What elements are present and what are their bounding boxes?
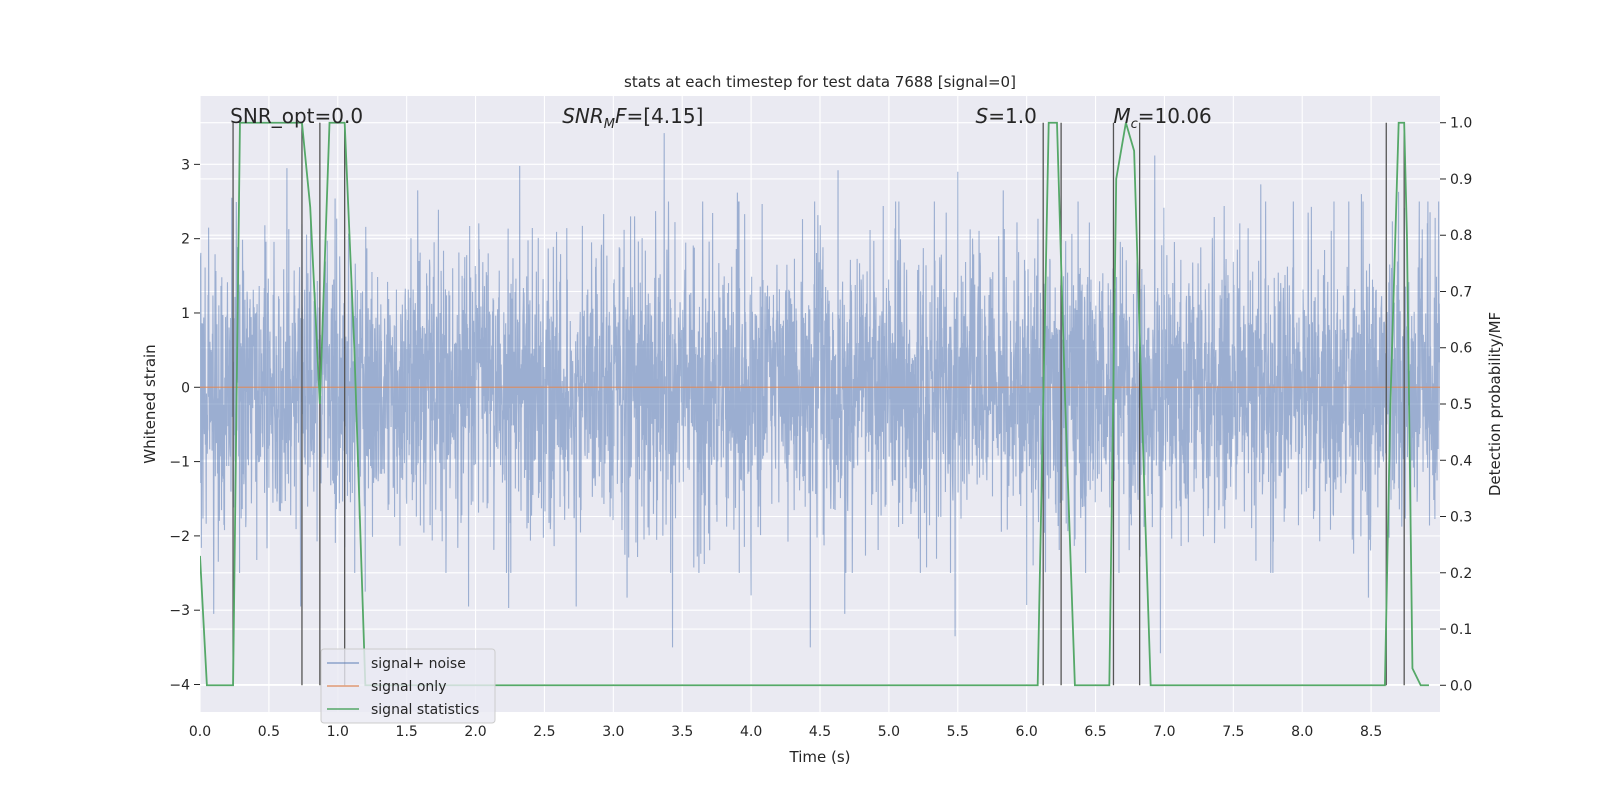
legend-box	[320, 648, 496, 724]
y-axis-right-ticks: 1.0 0.9 0.8 0.7 0.6 0.5 0.4 0.3 0.2 0.1 0.0	[1440, 116, 1472, 694]
x-tick-label: 4.0	[740, 724, 762, 740]
y-left-tick-label: 3	[181, 157, 190, 173]
y-axis-right-label: Detection probability/MF	[1486, 312, 1504, 496]
legend: signal+ noise signal only signal statist…	[320, 648, 496, 724]
x-tick-label: 0.5	[258, 724, 280, 740]
y-left-tick-label: −2	[169, 529, 190, 545]
legend-label-signal-statistics: signal statistics	[371, 702, 479, 718]
chart-title: stats at each timestep for test data 768…	[624, 73, 1016, 91]
x-tick-label: 0.0	[189, 724, 211, 740]
x-tick-label: 5.5	[947, 724, 969, 740]
series-signal-plus-noise	[200, 133, 1440, 654]
x-tick-label: 4.5	[809, 724, 831, 740]
x-tick-label: 8.5	[1360, 724, 1382, 740]
annotation-snr-mf: SNRMF=[4.15]	[562, 104, 703, 132]
y-right-tick-label: 0.9	[1450, 172, 1472, 188]
legend-label-signal-plus-noise: signal+ noise	[371, 656, 466, 672]
x-tick-label: 1.0	[327, 724, 349, 740]
y-left-tick-label: 1	[181, 306, 190, 322]
annotations: SNR_opt=0.0 SNRMF=[4.15] S=1.0 Mc=10.06	[230, 104, 1212, 132]
annotation-snr-opt: SNR_opt=0.0	[230, 104, 363, 128]
legend-label-signal-only: signal only	[371, 679, 446, 695]
y-right-tick-label: 1.0	[1450, 116, 1472, 132]
x-tick-label: 7.0	[1153, 724, 1175, 740]
y-left-tick-label: −1	[169, 455, 190, 471]
y-left-tick-label: −3	[169, 603, 190, 619]
series-signal-statistics	[200, 121, 1429, 687]
y-right-tick-label: 0.7	[1450, 284, 1472, 300]
x-tick-label: 2.0	[464, 724, 486, 740]
annotation-chirp-mass: Mc=10.06	[1113, 104, 1211, 132]
x-axis-label: Time (s)	[789, 748, 851, 766]
y-right-tick-label: 0.5	[1450, 397, 1472, 413]
x-tick-label: 7.5	[1222, 724, 1244, 740]
x-tick-label: 5.0	[878, 724, 900, 740]
x-tick-label: 1.5	[396, 724, 418, 740]
y-right-tick-label: 0.4	[1450, 453, 1472, 469]
y-right-tick-label: 0.6	[1450, 341, 1472, 357]
x-tick-label: 2.5	[533, 724, 555, 740]
x-tick-label: 3.0	[602, 724, 624, 740]
y-right-tick-label: 0.3	[1450, 510, 1472, 526]
y-axis-left-ticks: 3 2 1 0 −1 −2 −3 −4	[169, 157, 200, 694]
x-tick-label: 6.5	[1084, 724, 1106, 740]
x-tick-label: 8.0	[1291, 724, 1313, 740]
x-tick-label: 6.0	[1016, 724, 1038, 740]
y-right-tick-label: 0.8	[1450, 228, 1472, 244]
y-right-tick-label: 0.1	[1450, 622, 1472, 638]
x-axis-ticks: 0.0 0.5 1.0 1.5 2.0 2.5 3.0 3.5 4.0 4.5 5.0 5.5 6.0 6…	[189, 724, 1382, 740]
y-right-tick-label: 0.0	[1450, 678, 1472, 694]
x-tick-label: 3.5	[671, 724, 693, 740]
y-right-tick-label: 0.2	[1450, 566, 1472, 582]
y-axis-left-label: Whitened strain	[141, 344, 159, 463]
y-left-tick-label: −4	[169, 678, 190, 694]
y-left-tick-label: 2	[181, 232, 190, 248]
annotation-s-value: S=1.0	[976, 104, 1037, 128]
y-left-tick-label: 0	[181, 380, 190, 396]
